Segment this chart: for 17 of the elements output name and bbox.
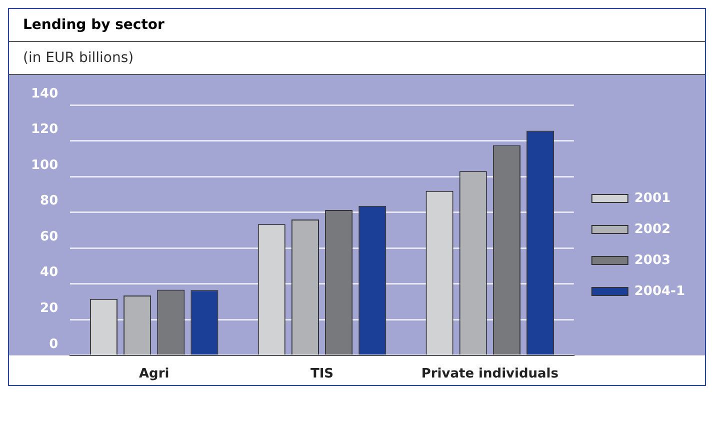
- x-tick-label: TIS: [310, 366, 334, 382]
- y-tick-label: 80: [40, 194, 58, 209]
- x-tick-label: Agri: [138, 366, 170, 382]
- chart-subtitle: (in EUR billions): [9, 42, 705, 75]
- y-tick-label: 100: [30, 158, 58, 173]
- legend-label: 2001: [634, 190, 671, 206]
- y-tick-label: 0: [49, 336, 58, 352]
- y-tick-label: 20: [40, 301, 58, 316]
- y-tick-label: 60: [40, 229, 58, 244]
- legend-label: 2003: [634, 252, 671, 268]
- y-tick-label: 140: [30, 86, 58, 102]
- chart-title: Lending by sector: [9, 9, 705, 42]
- x-tick-label: Private individuals: [421, 366, 559, 382]
- legend-label: 2002: [634, 222, 671, 237]
- legend-label: 2004-1: [634, 284, 685, 299]
- y-tick-label: 40: [40, 265, 58, 280]
- y-tick-label: 120: [30, 122, 58, 138]
